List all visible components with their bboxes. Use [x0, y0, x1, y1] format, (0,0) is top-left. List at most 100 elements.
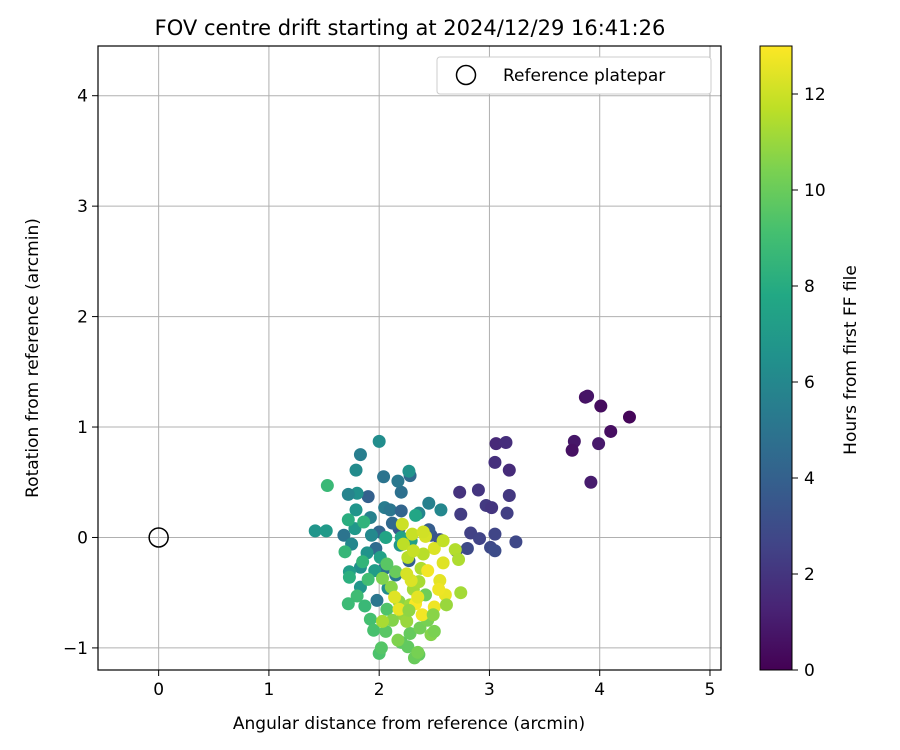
legend: Reference platepar — [436, 56, 712, 95]
data-point — [394, 504, 408, 518]
data-point — [432, 582, 446, 596]
data-point — [363, 612, 377, 626]
data-point — [384, 580, 398, 594]
plot-frame — [97, 45, 722, 671]
data-point — [361, 490, 375, 504]
data-point — [502, 463, 516, 477]
data-point — [502, 489, 516, 503]
reference-point — [148, 527, 169, 548]
data-point — [488, 455, 502, 469]
data-point — [453, 485, 467, 499]
y-tick-label: 1 — [77, 418, 88, 438]
legend-marker-icon — [455, 64, 477, 86]
data-point — [565, 443, 579, 457]
data-point — [372, 434, 386, 448]
data-point — [489, 437, 503, 451]
data-point — [509, 535, 523, 549]
data-point — [320, 479, 334, 493]
y-axis-ticks: −1 0 1 2 3 4 — [63, 87, 98, 659]
data-point — [389, 565, 403, 579]
data-point — [342, 570, 356, 584]
data-point — [385, 516, 399, 530]
data-point — [349, 503, 363, 517]
data-point — [454, 586, 468, 600]
data-point — [427, 542, 441, 556]
colorbar-tick-label: 8 — [804, 277, 815, 297]
data-point — [460, 542, 474, 556]
data-point — [396, 537, 410, 551]
data-point — [488, 527, 502, 541]
colorbar-tick-label: 10 — [804, 181, 826, 201]
data-point — [411, 590, 425, 604]
data-point — [357, 515, 371, 529]
y-tick-label: 3 — [77, 197, 88, 217]
data-point — [401, 640, 415, 654]
data-point — [448, 543, 462, 557]
data-point — [353, 448, 367, 462]
colorbar-label: Hours from first FF file — [841, 265, 861, 455]
data-point — [358, 599, 372, 613]
data-point — [367, 623, 381, 637]
data-point — [341, 513, 355, 527]
data-point — [439, 598, 453, 612]
data-point — [416, 547, 430, 561]
data-point — [406, 544, 420, 558]
data-point — [426, 608, 440, 622]
data-point — [499, 435, 513, 449]
data-point — [400, 614, 414, 628]
data-point — [452, 553, 466, 567]
data-point — [319, 524, 333, 538]
data-point — [473, 532, 487, 546]
colorbar — [759, 45, 793, 671]
x-axis-label: Angular distance from reference (arcmin) — [233, 714, 585, 734]
data-point — [454, 507, 468, 521]
data-point — [361, 572, 375, 586]
data-point — [422, 496, 436, 510]
data-point — [436, 556, 450, 570]
colorbar-tick-label: 6 — [804, 373, 815, 393]
data-point — [350, 589, 364, 603]
data-point — [375, 571, 389, 585]
x-tick-label: 4 — [594, 680, 605, 700]
x-tick-label: 2 — [374, 680, 385, 700]
data-point — [402, 464, 416, 478]
data-point — [377, 470, 391, 484]
data-point — [349, 463, 363, 477]
chart-title: FOV centre drift starting at 2024/12/29 … — [155, 16, 666, 40]
data-point — [374, 641, 388, 655]
data-point — [471, 483, 485, 497]
data-point — [622, 410, 636, 424]
data-point — [427, 624, 441, 638]
data-point — [395, 517, 409, 531]
data-point — [341, 487, 355, 501]
colorbar-tick-label: 4 — [804, 469, 815, 489]
data-point — [385, 613, 399, 627]
y-axis-label: Rotation from reference (arcmin) — [23, 218, 43, 498]
data-point — [391, 474, 405, 488]
data-point — [434, 503, 448, 517]
data-point — [380, 602, 394, 616]
x-tick-label: 5 — [705, 680, 716, 700]
x-axis-ticks: 0 1 2 3 4 5 — [153, 670, 715, 700]
data-point — [500, 506, 514, 520]
data-point — [341, 597, 355, 611]
data-point — [392, 602, 406, 616]
data-point — [436, 534, 450, 548]
colorbar-tick-label: 2 — [804, 565, 815, 585]
data-point — [402, 603, 416, 617]
legend-box — [436, 56, 712, 95]
data-point — [485, 501, 499, 515]
data-point — [604, 424, 618, 438]
data-point — [337, 528, 351, 542]
x-tick-label: 3 — [484, 680, 495, 700]
data-point — [411, 645, 425, 659]
data-point — [379, 530, 393, 544]
data-point — [415, 608, 429, 622]
data-point — [394, 485, 408, 499]
x-tick-label: 1 — [263, 680, 274, 700]
y-tick-label: 2 — [77, 308, 88, 328]
data-point — [421, 564, 435, 578]
data-point — [364, 528, 378, 542]
colorbar-tick-label: 0 — [804, 661, 815, 681]
